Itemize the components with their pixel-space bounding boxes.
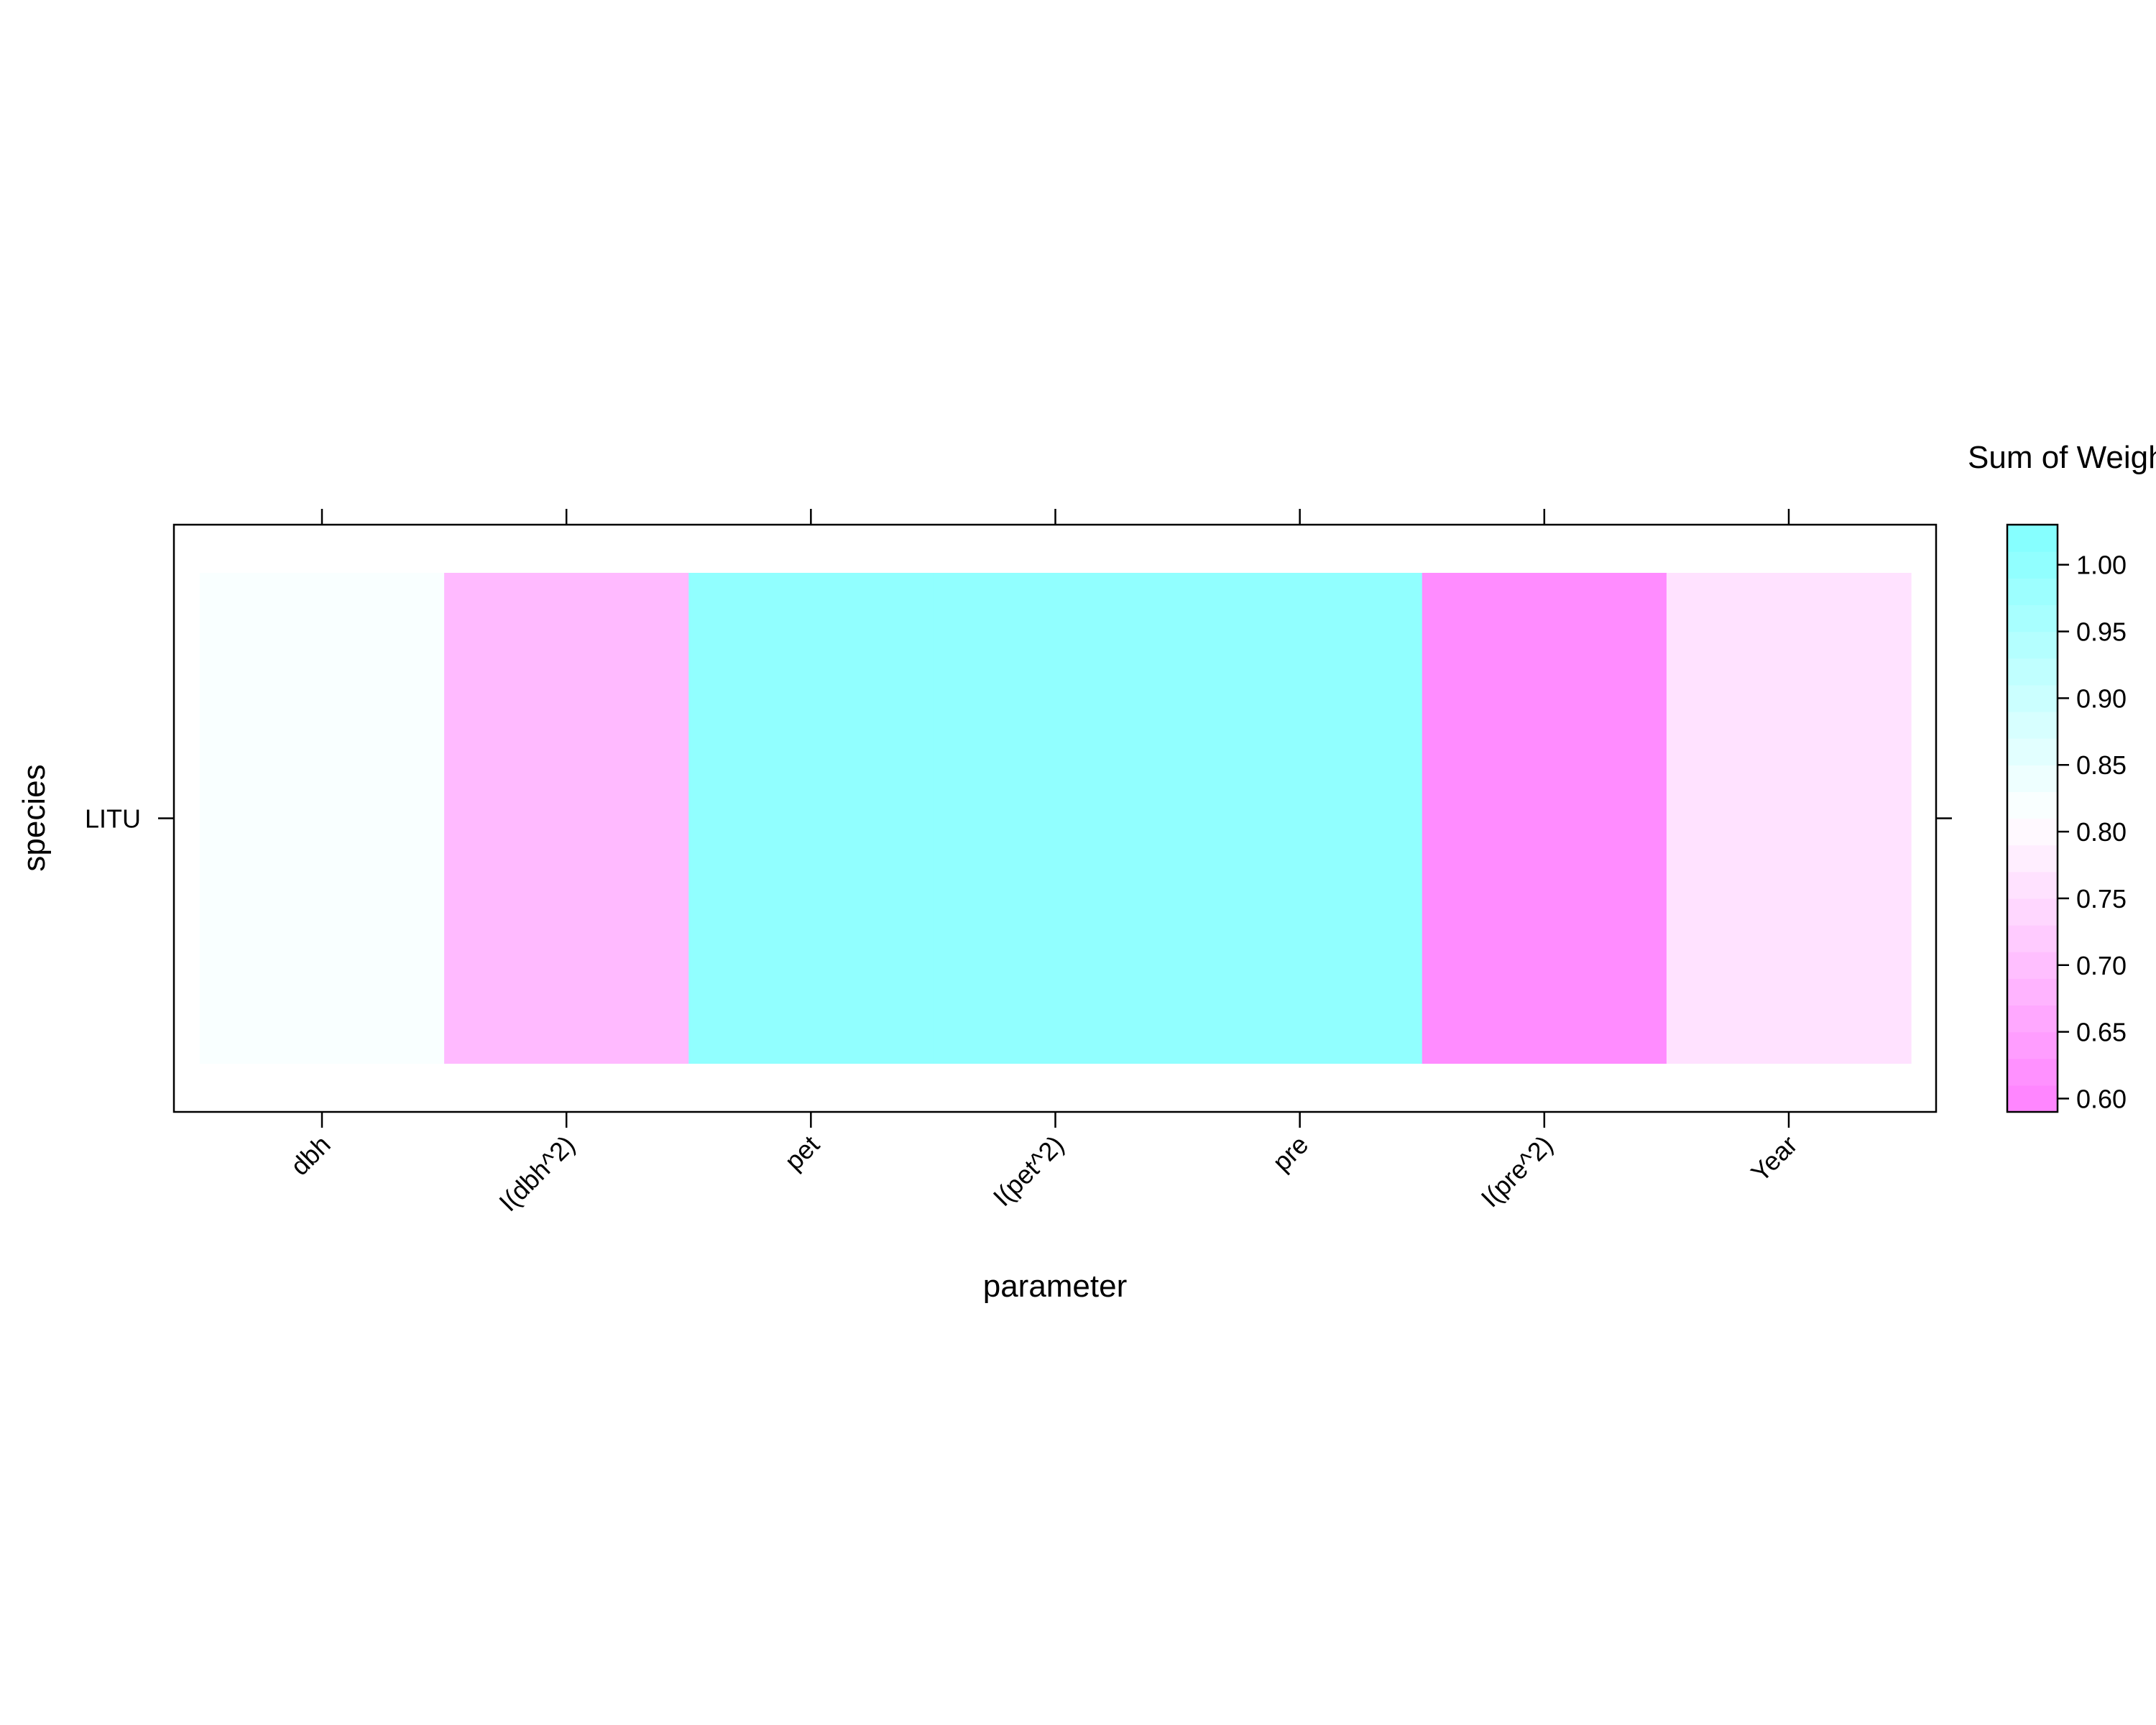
colorbar-band <box>2007 711 2058 739</box>
colorbar-band <box>2007 578 2058 606</box>
heatmap-cell <box>1666 573 1912 1064</box>
colorbar-band <box>2007 1031 2058 1059</box>
colorbar-title: Sum of Weights <box>1968 440 2156 475</box>
heatmap-cell <box>1422 573 1667 1064</box>
colorbar-band <box>2007 738 2058 765</box>
y-axis-title: species <box>17 764 52 871</box>
x-tick-label: I(pre^2) <box>1475 1130 1559 1213</box>
colorbar-band <box>2007 871 2058 899</box>
colorbar-tick-label: 0.70 <box>2076 951 2127 980</box>
heatmap-cell <box>199 573 445 1064</box>
colorbar-band <box>2007 845 2058 873</box>
x-tick-label: dbh <box>285 1130 336 1181</box>
colorbar-band <box>2007 818 2058 846</box>
y-axis-ticks: LITU <box>85 804 1952 834</box>
colorbar-band <box>2007 684 2058 712</box>
colorbar-tick-label: 0.60 <box>2076 1084 2127 1113</box>
colorbar-band <box>2007 631 2058 659</box>
x-axis-title: parameter <box>983 1269 1128 1304</box>
colorbar-tick-label: 0.80 <box>2076 817 2127 847</box>
heatmap-cell <box>444 573 689 1064</box>
colorbar-band <box>2007 791 2058 819</box>
colorbar-band <box>2007 1085 2058 1113</box>
colorbar-band <box>2007 658 2058 686</box>
x-tick-label: pet <box>779 1130 825 1176</box>
colorbar-tick-label: 0.75 <box>2076 884 2127 914</box>
colorbar-tick-label: 0.85 <box>2076 750 2127 780</box>
x-tick-label: pre <box>1267 1130 1314 1177</box>
y-tick-label: LITU <box>85 804 141 834</box>
colorbar-band <box>2007 1005 2058 1033</box>
colorbar-band <box>2007 1058 2058 1086</box>
colorbar-band <box>2007 978 2058 1006</box>
colorbar-band <box>2007 604 2058 632</box>
heatmap-cell <box>1177 573 1423 1064</box>
colorbar-band <box>2007 525 2058 552</box>
colorbar-ticks: 0.60 0.65 0.70 0.75 0.80 0.85 0.90 0.95 1.00 <box>2058 551 2127 1113</box>
colorbar-tick-label: 0.65 <box>2076 1018 2127 1047</box>
colorbar-band <box>2007 925 2058 952</box>
colorbar-band <box>2007 551 2058 579</box>
x-tick-label: I(pet^2) <box>987 1130 1070 1213</box>
colorbar <box>2007 525 2058 1113</box>
heatmap-cell <box>688 573 934 1064</box>
colorbar-tick-label: 1.00 <box>2076 551 2127 580</box>
x-tick-label: Year <box>1745 1130 1802 1187</box>
colorbar-tick-label: 0.90 <box>2076 684 2127 713</box>
heatmap-cell <box>933 573 1179 1064</box>
x-tick-label: I(dbh^2) <box>493 1130 581 1218</box>
heatmap-cells <box>199 573 1912 1064</box>
colorbar-band <box>2007 898 2058 926</box>
colorbar-band <box>2007 952 2058 979</box>
colorbar-band <box>2007 765 2058 792</box>
colorbar-frame <box>2006 523 2059 1113</box>
colorbar-tick-label: 0.95 <box>2076 617 2127 647</box>
